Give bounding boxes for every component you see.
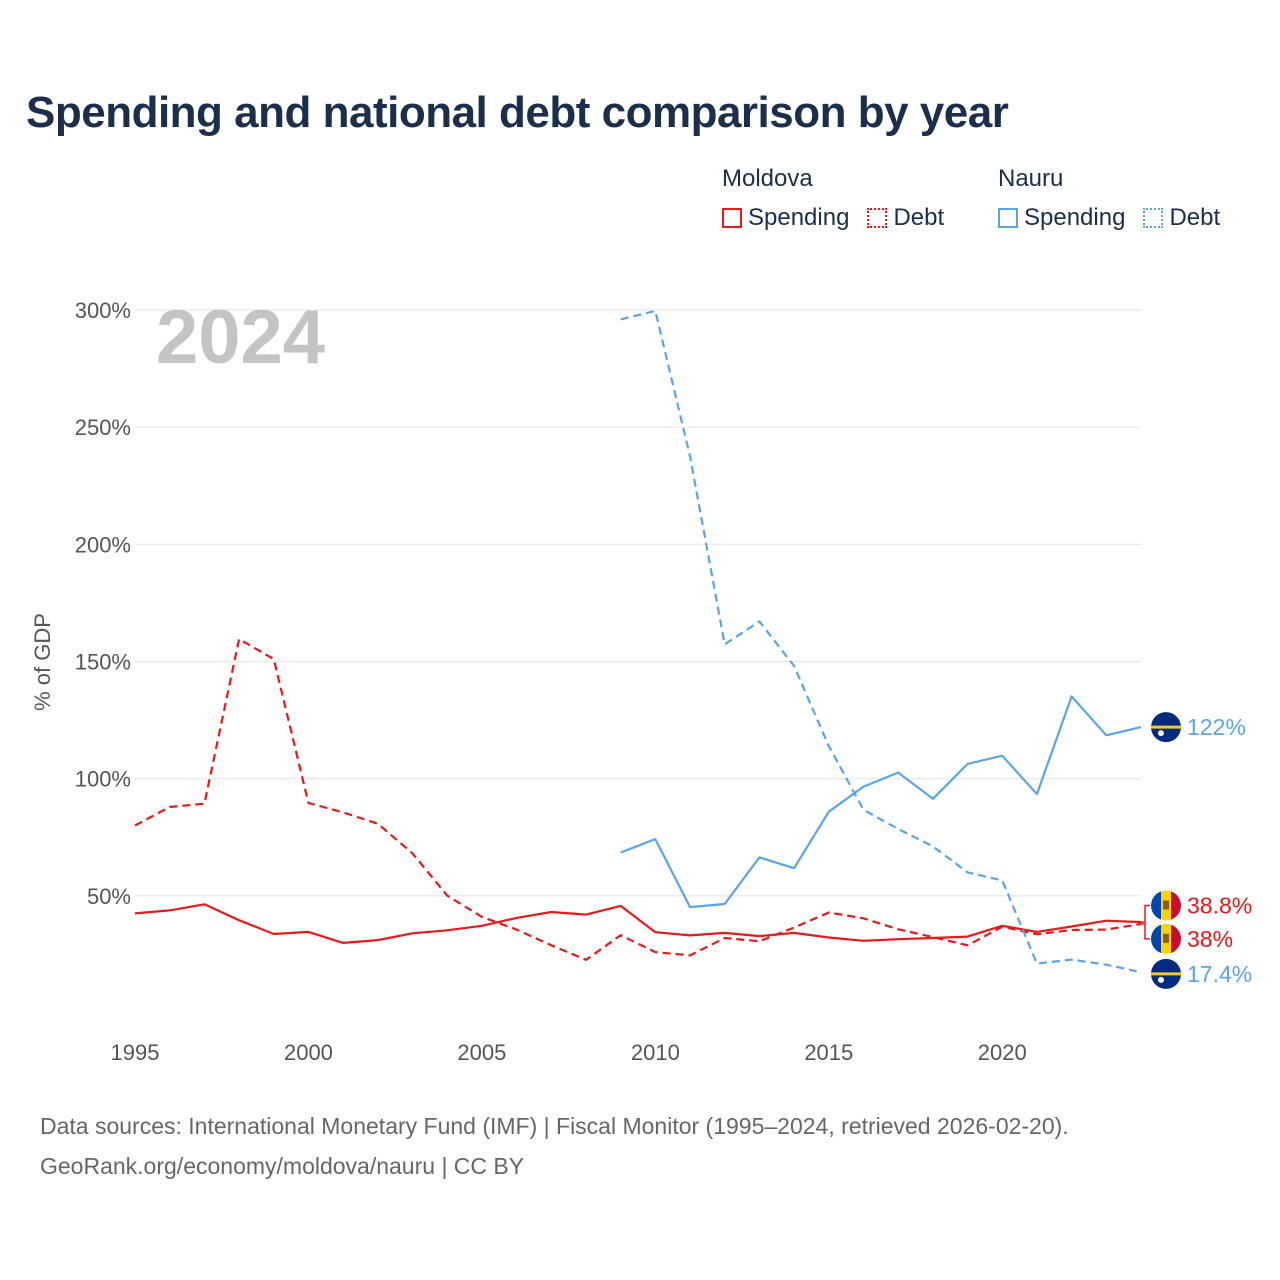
legend-moldova-name: Moldova <box>722 165 813 192</box>
legend-nauru-debt[interactable]: Debt <box>1143 204 1220 232</box>
end-value-label: 17.4% <box>1187 961 1252 987</box>
moldova-flag-icon <box>1151 890 1181 921</box>
legend-moldova-spending[interactable]: Spending <box>722 204 849 232</box>
end-label-leader <box>1141 923 1150 940</box>
nauru-flag-icon <box>1151 712 1181 743</box>
y-tick-label: 150% <box>75 650 131 675</box>
legend-solid-swatch-icon <box>722 208 742 228</box>
y-tick-label: 50% <box>87 884 131 909</box>
x-tick-label: 2000 <box>284 1040 333 1065</box>
legend-nauru-spending[interactable]: Spending <box>998 204 1125 232</box>
data-source-note: Data sources: International Monetary Fun… <box>40 1113 1069 1139</box>
moldova-debt-line <box>134 637 1142 961</box>
footer: Data sources: International Monetary Fun… <box>40 1106 1069 1186</box>
x-tick-label: 1995 <box>111 1040 160 1065</box>
attribution-link[interactable]: GeoRank.org/economy/moldova/nauru | CC B… <box>40 1153 525 1179</box>
legend-nauru-debt-label: Debt <box>1169 204 1221 231</box>
legend-moldova-spending-label: Spending <box>748 204 850 231</box>
nauru-spending-line <box>620 695 1142 909</box>
end-value-label: 38.8% <box>1187 893 1252 919</box>
moldova-flag-icon <box>1151 923 1181 954</box>
legend-dotted-swatch-icon <box>867 208 888 228</box>
end-value-label: 122% <box>1187 714 1246 740</box>
y-tick-label: 250% <box>75 415 131 440</box>
end-label-leader <box>1141 904 1150 923</box>
legend-nauru: Nauru Spending Debt <box>998 162 1220 232</box>
y-tick-label: 200% <box>75 532 131 557</box>
x-tick-label: 2005 <box>457 1040 506 1065</box>
legend-moldova-debt-label: Debt <box>893 204 945 231</box>
x-tick-label: 2010 <box>631 1040 680 1065</box>
y-tick-label: 300% <box>75 298 131 323</box>
legend-solid-swatch-icon <box>998 208 1018 228</box>
legend-moldova: Moldova Spending Debt <box>722 162 962 232</box>
moldova-spending-line <box>134 903 1142 945</box>
y-tick-label: 100% <box>75 767 131 792</box>
x-tick-label: 2015 <box>804 1040 853 1065</box>
nauru-debt-line <box>620 309 1142 974</box>
chart-title: Spending and national debt comparison by… <box>26 88 1009 137</box>
line-chart: 50% 100% 150% 200% 250% 300% 1995 2000 2005 2010 2… <box>30 295 1252 1065</box>
legend-dotted-swatch-icon <box>1143 208 1164 228</box>
end-value-label: 38% <box>1187 926 1233 952</box>
legend-nauru-spending-label: Spending <box>1024 204 1126 231</box>
y-axis-title: % of GDP <box>30 613 55 711</box>
x-tick-label: 2020 <box>978 1040 1027 1065</box>
legend-moldova-debt[interactable]: Debt <box>867 204 944 232</box>
legend-nauru-name: Nauru <box>998 165 1064 192</box>
nauru-flag-icon <box>1151 958 1181 989</box>
year-watermark: 2024 <box>156 295 325 380</box>
